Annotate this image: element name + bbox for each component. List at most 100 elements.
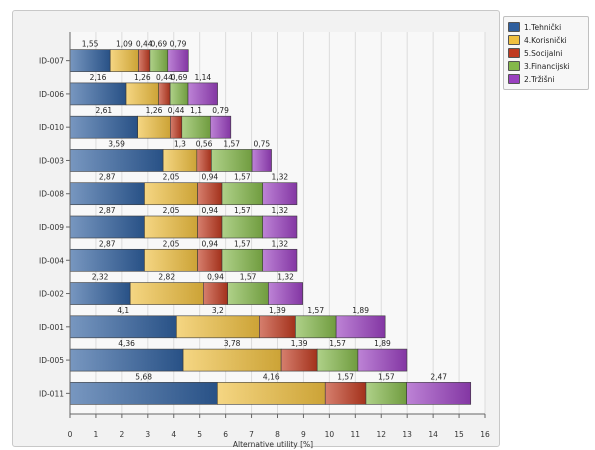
data-label: 5,68 [135,372,152,381]
data-label: 1,32 [271,206,288,215]
legend-label: 3.Financijski [524,61,570,71]
legend-swatch [508,74,520,84]
x-tick-label: 10 [325,430,335,439]
y-tick-label: ID-001 [39,323,64,332]
data-label: 2,87 [99,239,116,248]
data-label: 4,1 [117,306,129,315]
data-label: 3,78 [224,339,241,348]
legend-item: 5.Socijalni [508,47,584,59]
bar-segment [211,149,253,172]
bar-segment [196,149,212,172]
bar-segment [69,248,145,272]
bar-segment [144,248,198,272]
data-label: 2,32 [92,273,109,282]
legend-label: 5.Socijalni [524,48,563,58]
data-label: 2,47 [430,372,447,381]
y-tick-label: ID-004 [39,256,64,265]
bar-segment [221,248,264,272]
bar-segment [176,315,260,339]
bar-segment [69,315,177,339]
data-label: 0,79 [170,40,187,49]
bar-segment [149,49,169,72]
data-label: 1,26 [134,73,151,82]
data-label: 0,69 [171,73,188,82]
bar-segment [221,215,264,239]
bar-segment [125,82,160,106]
data-label: 0,44 [168,106,185,115]
bar-segment [181,115,211,139]
data-label: 2,87 [99,173,116,182]
legend-label: 1.Tehnički [524,22,562,32]
bar-segment [262,248,298,272]
data-label: 0,44 [156,73,173,82]
data-label: 0,69 [150,40,167,49]
data-label: 1,57 [240,273,257,282]
legend-item: 4.Korisnički [508,34,584,46]
legend-label: 2.Tržišni [524,74,555,84]
x-axis-title: Alternative utility [%] [233,440,313,449]
y-tick-label: ID-011 [39,389,64,398]
bar-segment [158,82,171,106]
x-tick-label: 2 [119,430,124,439]
bar-segment [144,182,198,206]
data-label: 1,09 [116,40,133,49]
data-label: 1,57 [234,239,251,248]
bar-segment [251,149,272,172]
data-label: 1,39 [269,306,286,315]
x-tick-label: 5 [197,430,202,439]
data-label: 2,16 [90,73,107,82]
bar-segment [137,115,171,139]
x-tick-label: 8 [275,430,280,439]
data-label: 0,56 [196,139,213,148]
bar-segment [69,149,164,172]
data-label: 4,36 [118,339,135,348]
data-label: 0,94 [201,239,218,248]
x-tick-label: 9 [301,430,306,439]
bar-segment [217,382,326,405]
bar-segment [197,182,223,206]
bar-segment [203,282,229,305]
data-label: 1,57 [307,306,324,315]
data-labels: 5,68 4,16 1,57 1,57 2,47 4,36 3,78 1,39 1,57 1,89… [82,40,448,382]
data-label: 1,32 [271,239,288,248]
bar-segment [324,382,367,405]
data-label: 2,82 [158,273,175,282]
y-tick-label: ID-010 [39,123,64,132]
bar-segment [162,149,198,172]
data-label: 1,57 [337,372,354,381]
data-label: 1,89 [352,306,369,315]
bar-segment [295,315,337,339]
data-label: 1,32 [271,173,288,182]
data-label: 2,87 [99,206,116,215]
bar-segment [365,382,407,405]
data-label: 4,16 [263,372,280,381]
y-tick-label: ID-009 [39,223,64,232]
data-label: 1,14 [194,73,211,82]
bar-segment [210,115,232,139]
bar-segment [69,382,218,405]
bar-segment [69,348,184,372]
data-label: 1,26 [146,106,163,115]
x-tick-label: 3 [145,430,150,439]
axes: 0 1 2 3 4 5 6 7 8 9 10 11 12 13 14 15 16ID-011ID-005ID-0… [39,32,490,439]
data-label: 0,79 [212,106,229,115]
data-label: 3,59 [108,139,125,148]
bar-segment [197,215,223,239]
data-label: 3,2 [212,306,224,315]
bar-segment [167,49,189,72]
bar-segment [69,182,145,206]
bar-segment [169,82,189,106]
legend-swatch [508,61,520,71]
bar-segment [129,282,204,305]
legend-swatch [508,48,520,58]
data-label: 0,94 [201,173,218,182]
bar-segment [69,115,138,139]
bar-segment [262,215,298,239]
x-tick-label: 12 [376,430,386,439]
data-label: 1,57 [223,139,240,148]
legend-swatch [508,35,520,45]
bar-segment [144,215,198,239]
data-label: 2,05 [163,173,180,182]
data-label: 1,55 [82,40,99,49]
